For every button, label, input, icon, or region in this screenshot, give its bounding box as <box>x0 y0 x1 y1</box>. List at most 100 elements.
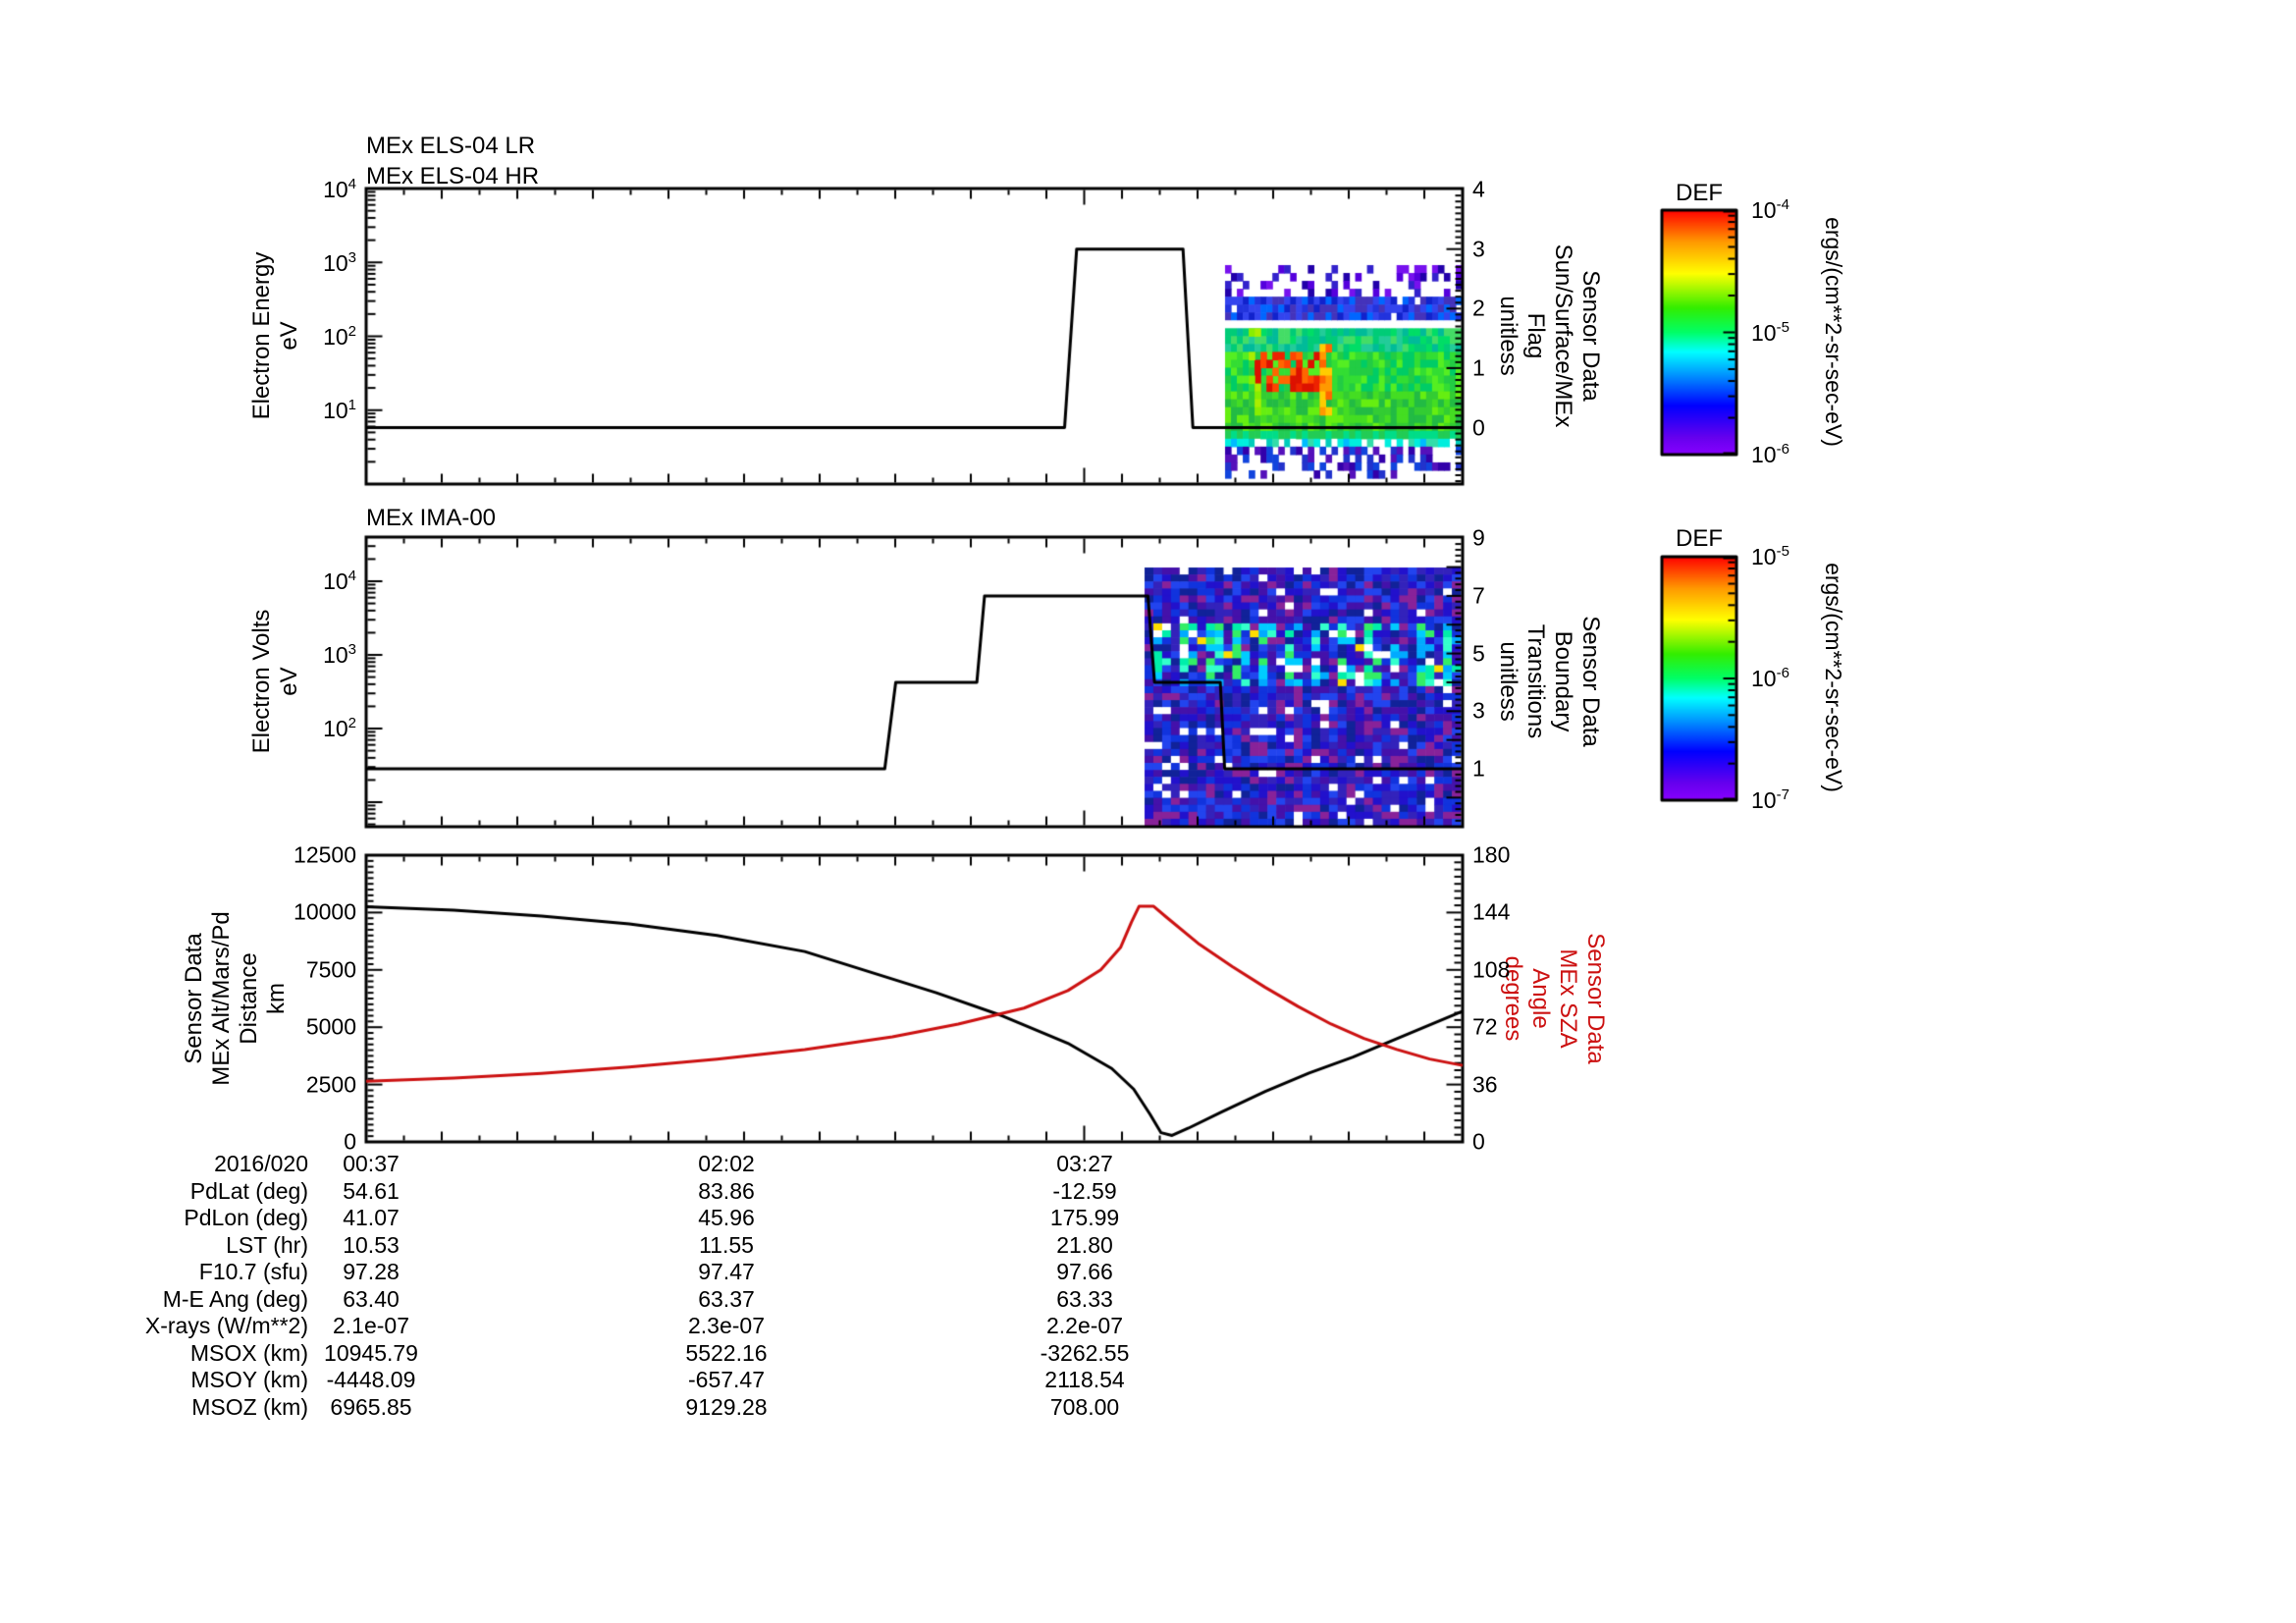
table-value: 2.1e-07 <box>332 1313 410 1338</box>
table-row-label: PdLat (deg) <box>189 1177 308 1204</box>
table-value: 2118.54 <box>1044 1367 1125 1392</box>
table-row: LST (hr) 10.53 11.55 21.80 <box>0 1232 2296 1259</box>
panel3-right-tick: 72 <box>1472 1013 1498 1040</box>
panel3-left-axis-label: Sensor Data MEx Alt/Mars/Pd Distance km <box>181 911 291 1085</box>
table-row: PdLat (deg) 54.61 83.86 -12.59 <box>0 1178 2296 1205</box>
table-row-label: PdLon (deg) <box>184 1205 308 1230</box>
axis-label-line: eV <box>276 321 302 351</box>
colorbar1-tick: 10-6 <box>1751 441 1789 467</box>
axis-label-line: Distance <box>236 952 262 1045</box>
time-tick-label: 00:37 <box>343 1151 400 1176</box>
table-value: 63.37 <box>698 1285 755 1312</box>
colorbar2-tick: 10-6 <box>1751 665 1789 691</box>
unit-label-line: ergs/(cm**2-sr-sec-eV) <box>1821 563 1846 792</box>
table-value: 97.66 <box>1056 1259 1113 1284</box>
axis-label-line: Sensor Data <box>1577 270 1604 402</box>
colorbar2-tick: 10-5 <box>1751 543 1789 569</box>
panel2-title-line1: MEx IMA-00 <box>366 505 497 531</box>
table-value: 10945.79 <box>324 1339 418 1366</box>
colorbar1-tick: 10-4 <box>1751 196 1789 223</box>
table-value: 2.3e-07 <box>687 1313 766 1338</box>
table-row: MSOY (km) -4448.09 -657.47 2118.54 <box>0 1367 2296 1393</box>
axis-label-line: degrees <box>1500 955 1526 1042</box>
panel3-right-tick: 36 <box>1472 1071 1498 1098</box>
table-value: 5522.16 <box>685 1339 768 1366</box>
panel1-right-tick: 4 <box>1472 176 1485 202</box>
table-row: 2016/020 00:37 02:02 03:27 <box>0 1151 2296 1177</box>
axis-label-line: Transitions <box>1522 623 1549 739</box>
panel1-title-line2: MEx ELS-04 HR <box>366 163 540 189</box>
unit-label-line: ergs/(cm**2-sr-sec-eV) <box>1821 217 1846 447</box>
colorbar2-title: DEF <box>1676 525 1723 552</box>
time-tick-label: 03:27 <box>1056 1151 1113 1176</box>
table-value: 97.28 <box>343 1259 400 1284</box>
panel3-right-tick: 0 <box>1472 1128 1485 1155</box>
panel2-left-tick: 102 <box>323 715 356 741</box>
table-row-label: MSOZ (km) <box>191 1393 308 1420</box>
axis-label-line: MEx Alt/Mars/Pd <box>208 911 235 1086</box>
panel1-left-tick: 103 <box>323 249 356 276</box>
panel3-right-tick: 108 <box>1472 956 1511 983</box>
axis-label-line: Electron Volts <box>248 609 275 754</box>
table-date-label: 2016/020 <box>214 1151 308 1176</box>
panel3-left-tick: 7500 <box>305 956 356 983</box>
panel2-title: MEx IMA-00 <box>366 503 496 533</box>
table-value: 83.86 <box>698 1177 755 1204</box>
panel1-right-axis-label: Sensor Data Sun/Surface/MEx Flag unitles… <box>1494 244 1604 428</box>
panel1-right-tick: 2 <box>1472 295 1485 321</box>
table-row: X-rays (W/m**2) 2.1e-07 2.3e-07 2.2e-07 <box>0 1313 2296 1339</box>
panel3-right-tick: 180 <box>1472 841 1511 868</box>
axis-label-line: MEx SZA <box>1555 948 1581 1049</box>
panel2-left-axis-label: Electron Volts eV <box>248 610 303 754</box>
panel1-right-tick: 1 <box>1472 354 1485 381</box>
table-value: -4448.09 <box>326 1367 416 1392</box>
table-value: 63.40 <box>343 1285 400 1312</box>
axis-label-line: Sensor Data <box>181 933 207 1064</box>
axis-label-line: unitless <box>1495 641 1522 722</box>
table-value: 11.55 <box>699 1231 754 1258</box>
table-value: 45.96 <box>698 1205 755 1230</box>
table-value: -12.59 <box>1052 1177 1117 1204</box>
table-value: 41.07 <box>343 1205 400 1230</box>
table-row: PdLon (deg) 41.07 45.96 175.99 <box>0 1205 2296 1231</box>
axis-label-line: unitless <box>1495 296 1522 376</box>
panel2-right-tick: 5 <box>1472 640 1485 667</box>
table-value: 708.00 <box>1049 1393 1120 1420</box>
table-row: F10.7 (sfu) 97.28 97.47 97.66 <box>0 1259 2296 1285</box>
axis-label-line: Electron Energy <box>248 251 275 420</box>
panel3-left-tick: 0 <box>344 1128 356 1155</box>
axis-label-line: Flag <box>1522 312 1549 359</box>
panel2-right-tick: 1 <box>1472 755 1485 782</box>
table-value: 10.53 <box>343 1231 400 1258</box>
table-value: 9129.28 <box>685 1393 768 1420</box>
table-row-label: M-E Ang (deg) <box>162 1285 308 1312</box>
table-value: 54.61 <box>343 1177 400 1204</box>
panel2-right-axis-label: Sensor Data Boundary Transitions unitles… <box>1494 616 1604 746</box>
panel2-right-tick: 7 <box>1472 582 1485 609</box>
table-row-label: MSOX (km) <box>189 1339 308 1366</box>
panel2-left-tick: 103 <box>323 641 356 668</box>
panel3-left-tick: 2500 <box>305 1071 356 1098</box>
table-value: -657.47 <box>687 1367 766 1392</box>
axis-label-line: eV <box>276 667 302 696</box>
colorbar1-title: DEF <box>1676 180 1723 206</box>
panel1-right-tick: 3 <box>1472 236 1485 262</box>
table-row-label: LST (hr) <box>226 1231 308 1258</box>
panel3-left-tick: 5000 <box>305 1013 356 1040</box>
table-value: 6965.85 <box>330 1393 412 1420</box>
table-row-label: MSOY (km) <box>190 1367 308 1392</box>
panel2-right-tick: 9 <box>1472 524 1485 551</box>
colorbar1-unit-label: ergs/(cm**2-sr-sec-eV) <box>1820 217 1847 447</box>
table-value: 175.99 <box>1049 1205 1120 1230</box>
axis-label-line: Boundary <box>1550 630 1576 732</box>
panel3-right-axis-label: Sensor Data MEx SZA Angle degrees <box>1499 933 1609 1063</box>
axis-label-line: Sensor Data <box>1582 933 1609 1064</box>
table-row-label: X-rays (W/m**2) <box>144 1313 308 1338</box>
time-tick-label: 02:02 <box>698 1151 755 1176</box>
table-value: 2.2e-07 <box>1045 1313 1124 1338</box>
panel2-left-tick: 104 <box>323 568 356 594</box>
colorbar2-tick: 10-7 <box>1751 786 1789 813</box>
table-row: M-E Ang (deg) 63.40 63.37 63.33 <box>0 1286 2296 1313</box>
